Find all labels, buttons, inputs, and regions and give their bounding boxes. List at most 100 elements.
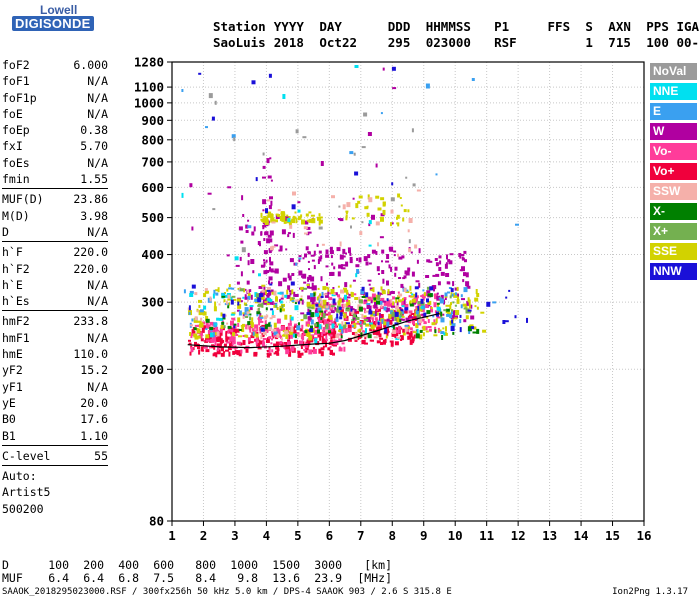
param-value: 6.000 [73,58,108,72]
echo-point [310,214,315,217]
echo-point [376,306,379,311]
echo-point [372,287,375,293]
echo-point [257,307,260,311]
echo-point [291,273,295,276]
echo-point [318,226,323,230]
echo-point [388,264,391,269]
echo-point [350,225,352,229]
echo-point [285,345,290,350]
echo-point [330,328,334,332]
echo-point [416,259,419,264]
echo-point [267,175,272,179]
echo-point [377,294,381,300]
echo-point [242,313,245,317]
echo-point [205,318,210,323]
echo-point [342,204,346,210]
echo-point [310,312,315,318]
echo-point [320,255,323,260]
echo-point [257,297,262,303]
echo-point [469,324,474,327]
echo-point [223,351,226,354]
header-cell: AXN [608,19,631,34]
echo-point [368,223,371,227]
echo-point [194,324,199,327]
echo-point [450,309,453,312]
echo-point [448,260,453,265]
echo-point [448,281,451,285]
echo-point [292,329,297,335]
echo-point [327,347,331,351]
echo-point [363,317,367,320]
echo-point [233,325,236,329]
echo-point [263,238,266,241]
echo-point [302,341,305,347]
echo-point [285,327,289,330]
echo-point [267,300,271,305]
echo-point [298,258,301,263]
echo-point [289,334,293,339]
param-row: fmin 1.55 [2,171,108,187]
echo-point [189,332,192,336]
echo-point [275,213,279,216]
echo-point [270,289,274,293]
echo-point [369,328,373,332]
echo-point [279,308,282,313]
echo-point [349,259,353,264]
echo-point [276,348,280,352]
echo-point [240,349,243,354]
series-ssw [187,189,425,341]
echo-point [319,335,322,341]
echo-point [423,321,427,325]
echo-point [245,304,248,306]
echo-point [352,313,356,318]
echo-point [253,352,258,357]
echo-point [397,193,401,198]
echo-point [263,293,267,296]
echo-point [266,199,270,202]
echo-point [270,268,274,273]
echo-point [443,332,446,336]
echo-point [419,329,423,333]
echo-point [407,209,410,213]
header-cell: P1 [494,19,510,34]
echo-point [332,302,337,306]
echo-point [227,329,230,334]
echo-point [244,334,248,338]
echo-point [319,296,322,301]
echo-point [294,211,297,214]
echo-point [317,315,320,320]
echo-point [281,294,284,298]
header-cell: 1 [585,35,593,50]
echo-point [393,254,396,257]
echo-point [266,303,270,306]
echo-point [282,94,286,99]
echo-point [407,335,412,340]
echo-point [440,331,445,335]
echo-point [322,299,327,305]
echo-point [341,342,345,345]
param-row: foF1p N/A [2,90,108,106]
echo-point [262,209,265,212]
echo-point [398,293,403,297]
echo-point [227,325,232,329]
echo-point [300,298,303,301]
echo-point [260,296,265,300]
echo-point [508,289,511,292]
dtable-cell: 200 [83,558,104,572]
echo-point [450,326,455,331]
echo-point [259,320,264,323]
echo-point [409,316,414,319]
echo-point [264,320,267,325]
x-tick-label: 16 [636,528,651,543]
echo-point [205,316,209,321]
echo-point [333,266,336,270]
echo-point [301,352,304,356]
echo-point [233,137,236,142]
echo-point [307,308,310,314]
echo-point [264,224,267,228]
echo-point [245,314,248,317]
echo-point [279,245,283,251]
x-tick-label: 15 [605,528,620,543]
echo-point [344,282,348,288]
echo-point [249,289,252,293]
